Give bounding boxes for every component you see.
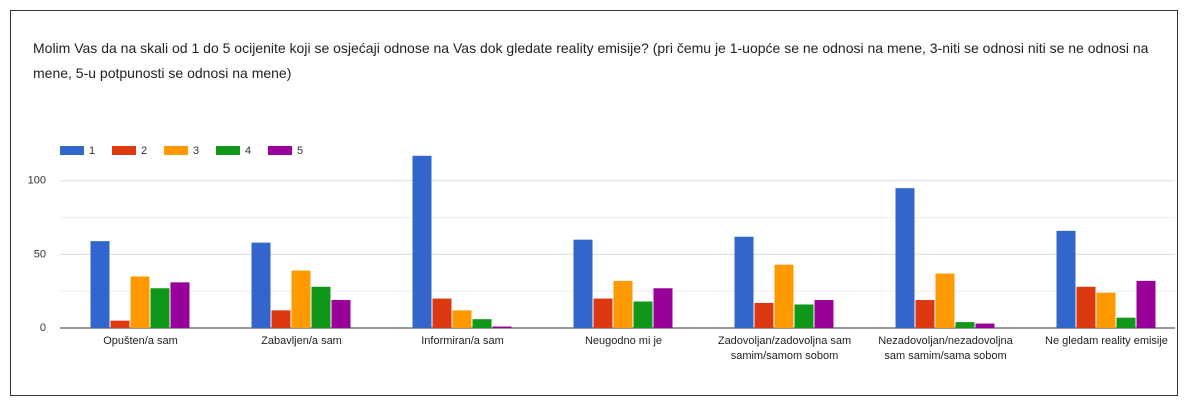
legend-label: 1: [89, 145, 95, 157]
bar: [814, 300, 834, 328]
bar: [734, 236, 754, 328]
bar: [150, 288, 170, 328]
bar: [1136, 280, 1156, 328]
bar: [754, 302, 774, 328]
legend-swatch: [112, 146, 136, 155]
legend-label: 4: [245, 145, 251, 157]
x-tick-label: Zabavljen/a sam: [261, 335, 342, 347]
bar: [975, 323, 995, 328]
legend-swatch: [60, 146, 84, 155]
bar: [291, 270, 311, 328]
bar: [90, 241, 110, 328]
bar: [1056, 230, 1076, 328]
bar: [633, 301, 653, 328]
bar: [452, 310, 472, 328]
bar: [251, 242, 271, 328]
y-tick-label: 50: [34, 248, 46, 260]
bar: [271, 310, 291, 328]
bar: [412, 155, 432, 328]
bar: [955, 322, 975, 328]
x-tick-label: Nezadovoljan/nezadovoljna sam samim/sama…: [878, 335, 1013, 362]
bar: [311, 286, 331, 328]
bar: [110, 320, 130, 328]
x-tick-label: Opušten/a sam: [103, 335, 178, 347]
bar: [472, 319, 492, 328]
legend-swatch: [164, 146, 188, 155]
bar: [895, 188, 915, 328]
bar: [794, 304, 814, 328]
y-tick-label: 0: [40, 322, 46, 334]
x-tick-label: Ne gledam reality emisije: [1045, 335, 1168, 347]
legend-label: 2: [141, 145, 147, 157]
bar: [432, 298, 452, 328]
bar: [1096, 292, 1116, 328]
legend-label: 5: [297, 145, 303, 157]
bar: [170, 282, 190, 328]
bar: [1076, 286, 1096, 328]
bar: [1116, 317, 1136, 328]
bar: [331, 300, 351, 328]
chart-title: Molim Vas da na skali od 1 do 5 ocijenit…: [33, 40, 1149, 81]
bar: [915, 300, 935, 328]
bar: [653, 288, 673, 328]
bar: [935, 273, 955, 328]
legend-swatch: [216, 146, 240, 155]
x-tick-label: Neugodno mi je: [584, 335, 663, 347]
y-tick-label: 100: [28, 175, 46, 187]
bar: [573, 239, 593, 328]
bar: [613, 280, 633, 328]
bar: [774, 264, 794, 328]
bar: [492, 326, 512, 328]
x-tick-label: Informiran/a sam: [421, 335, 504, 347]
legend-swatch: [268, 146, 292, 155]
bar: [130, 276, 150, 328]
bar: [593, 298, 613, 328]
chart-frame: [10, 10, 1178, 396]
x-tick-label: Zadovoljan/zadovoljna sam samim/samom so…: [717, 335, 852, 362]
legend-label: 3: [193, 145, 199, 157]
